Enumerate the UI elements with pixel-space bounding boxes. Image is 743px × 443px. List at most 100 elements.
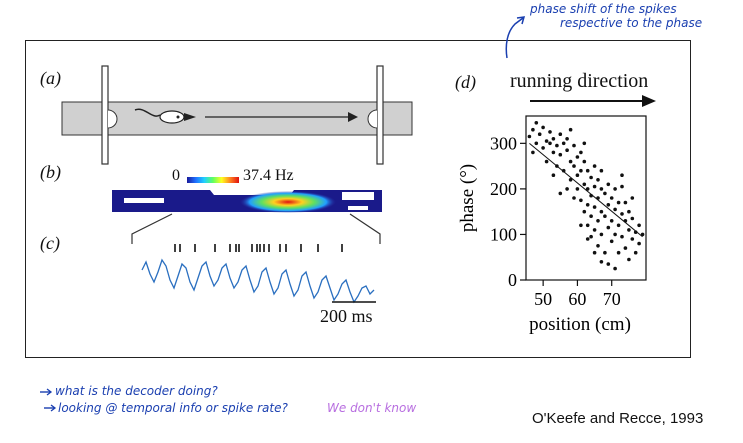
scatter-point (558, 191, 563, 196)
scatter-point (637, 241, 641, 246)
scatter-point (609, 239, 614, 244)
scatter-point (620, 234, 624, 239)
scatter-point (620, 173, 624, 177)
scatter-point (620, 212, 624, 216)
scatter-point (616, 200, 621, 205)
scatter-point (575, 173, 580, 177)
scatter-point (565, 148, 569, 152)
scatter-point (582, 182, 587, 187)
x-tick-label: 50 (534, 289, 552, 309)
scatter-point (558, 152, 563, 157)
note-arrows (40, 388, 57, 412)
scatter-point (551, 150, 556, 155)
scatter-point (589, 175, 593, 180)
scatter-point (609, 219, 614, 223)
scatter-point (623, 200, 628, 205)
scatter-point (592, 228, 597, 232)
y-axis-label: phase (°) (457, 164, 478, 232)
scatter-point (579, 150, 583, 155)
scatter-point (606, 203, 611, 207)
left-barrier (101, 65, 109, 165)
y-tick-label: 300 (490, 133, 517, 153)
scatter-point (531, 127, 535, 132)
firing-rate-map (112, 190, 382, 213)
scatter-point (548, 130, 552, 134)
running-direction-arrow-icon (530, 95, 656, 107)
scatter-point (537, 132, 542, 136)
top-annotation-line-1: phase shift of the spikes (530, 2, 677, 16)
x-tick-label: 60 (568, 289, 586, 309)
scatter-point (640, 232, 645, 237)
scatter-point (596, 244, 600, 248)
lfp-trace (141, 258, 375, 304)
scatter-point (613, 207, 617, 212)
y-tick-label: 100 (490, 224, 517, 244)
panel-b-label: (b) (40, 162, 61, 182)
color-scale-bar (187, 177, 239, 183)
scatter-point (596, 219, 600, 223)
regression-line (529, 142, 643, 238)
scatter-point (575, 155, 580, 159)
scatter-point (585, 237, 590, 241)
scatter-point (585, 223, 590, 228)
running-direction-label: running direction (510, 70, 649, 92)
scatter-point (606, 182, 611, 187)
scatter-point (630, 216, 635, 221)
panel-c-trace (131, 213, 381, 304)
scatter-point (613, 187, 617, 191)
scatter-point (599, 260, 604, 264)
time-scale-label: 200 ms (320, 306, 373, 326)
scatter-point (579, 168, 583, 173)
panel-c-label: (c) (40, 233, 60, 253)
scatter-point (579, 198, 583, 203)
scatter-point (585, 203, 590, 207)
x-tick-label: 70 (603, 289, 621, 309)
scatter-point (592, 205, 597, 209)
scatter-point (606, 262, 611, 266)
y-tick-label: 200 (490, 179, 517, 199)
scatter-point (548, 141, 552, 146)
scatter-point (534, 141, 539, 146)
scatter-point (630, 196, 635, 200)
scatter-point (630, 237, 635, 241)
scatter-point (616, 250, 621, 255)
right-barrier (376, 65, 384, 165)
scatter-point (527, 134, 532, 139)
scatter-point (589, 234, 593, 239)
scatter-point (551, 173, 556, 177)
scatter-point (572, 196, 576, 200)
note-line-1: what is the decoder doing? (55, 384, 218, 398)
panel-a-track (61, 65, 413, 165)
y-tick-label: 0 (508, 270, 517, 290)
panel-d-label: (d) (455, 72, 476, 92)
plot-frame (525, 115, 647, 281)
citation: O'Keefe and Recce, 1993 (532, 410, 704, 427)
scatter-point (531, 150, 535, 155)
scatter-point (637, 223, 641, 228)
scatter-point (603, 250, 607, 255)
figure-frame (25, 40, 691, 358)
scatter-point (582, 209, 587, 214)
scatter-point (633, 250, 638, 255)
scatter-point (627, 209, 631, 214)
scatter-point (544, 159, 549, 164)
note-line-2: looking @ temporal info or spike rate? (58, 401, 288, 415)
scatter-point (623, 246, 628, 250)
scatter-point (555, 143, 559, 148)
scatter-point (596, 178, 600, 182)
spike-raster (174, 244, 343, 252)
scatter-point (561, 141, 566, 146)
scatter-point (572, 164, 576, 168)
scatter-point (565, 187, 569, 191)
scatter-point (582, 141, 587, 146)
scatter-point (592, 184, 597, 189)
scatter-point (599, 209, 604, 214)
x-axis-label: position (cm) (529, 314, 631, 335)
scatter-point (575, 187, 580, 191)
scatter-point (568, 127, 573, 132)
scatter-point (541, 146, 545, 150)
scatter-point (627, 228, 631, 232)
scatter-point (541, 125, 545, 130)
rat-icon (134, 108, 196, 124)
scatter-point (613, 232, 617, 237)
